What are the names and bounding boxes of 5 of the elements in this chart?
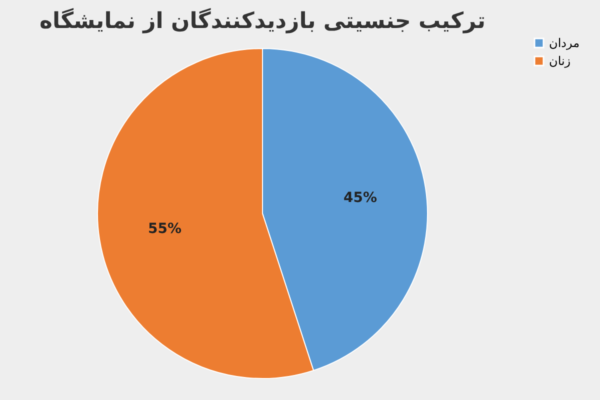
legend-label: مردان [549,36,580,50]
data-label: 55% [148,220,182,237]
legend-label: زنان [549,54,571,68]
data-label: 45% [344,190,378,206]
chart-title: ترکیب جنسیتی بازدیدکنندگان از نمایشگاه [40,7,486,34]
